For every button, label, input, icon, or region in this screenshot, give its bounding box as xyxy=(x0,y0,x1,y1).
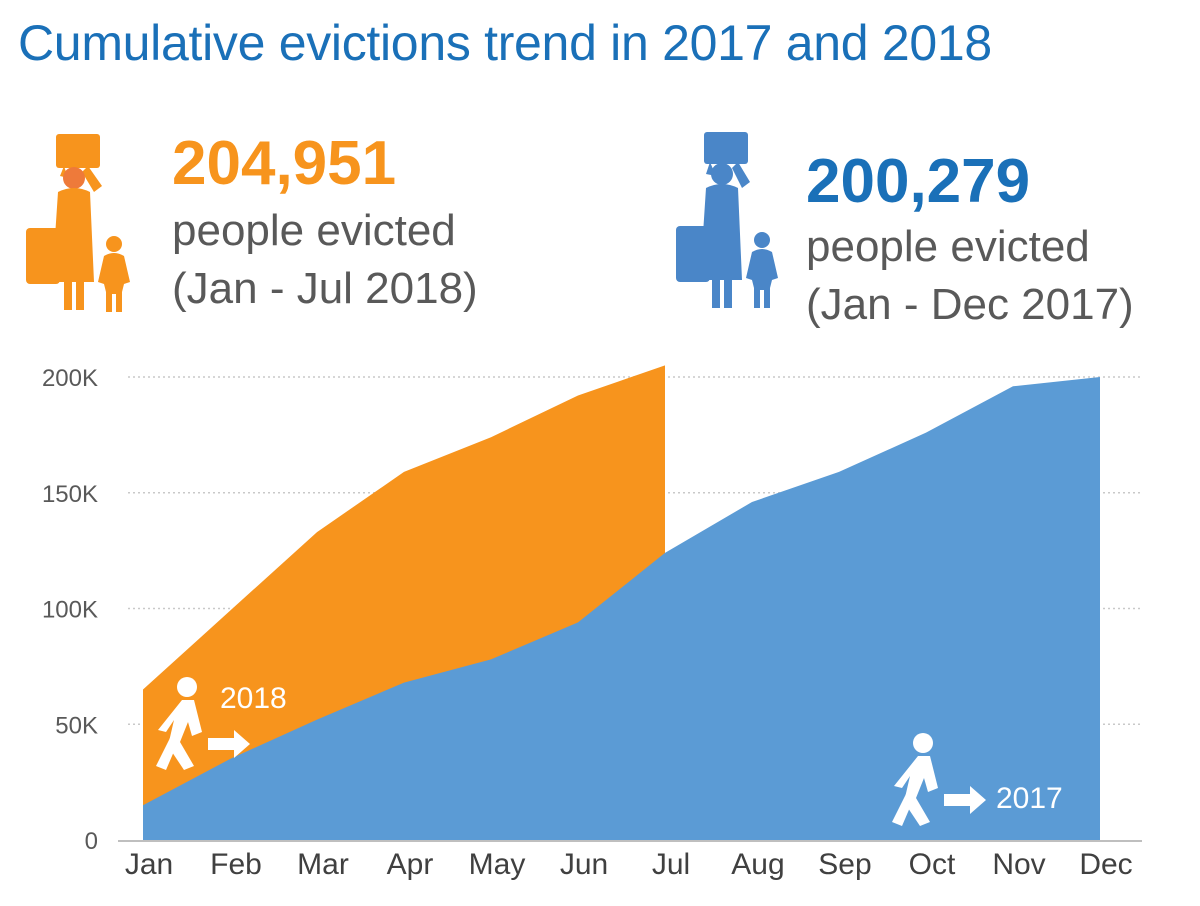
y-tick-labels: 0 50K 100K 150K 200K xyxy=(42,365,98,855)
series-area-2017 xyxy=(143,377,1100,840)
person-leg xyxy=(892,794,914,826)
series-year-label: 2017 xyxy=(996,782,1063,815)
series-year-label: 2018 xyxy=(220,682,287,715)
series-annotations: 2018 2017 xyxy=(156,677,1063,826)
y-tick-label: 150K xyxy=(42,481,98,508)
stat-2017-label: people evicted xyxy=(806,222,1090,271)
y-tick-label: 50K xyxy=(55,712,98,739)
walking-person-icon xyxy=(892,733,986,826)
x-tick-label: May xyxy=(469,848,526,881)
stat-2017-period: (Jan - Dec 2017) xyxy=(806,280,1134,329)
evicted-family-2018-icon xyxy=(26,134,130,312)
x-tick-label: Sep xyxy=(818,848,871,881)
x-tick-label: Jan xyxy=(125,848,173,881)
x-tick-labels: Jan Feb Mar Apr May Jun Jul Aug Sep Oct Nov Dec xyxy=(125,848,1133,881)
chart-title: Cumulative evictions trend in 2017 and 2… xyxy=(18,15,992,71)
evicted-family-2017-icon xyxy=(676,132,778,308)
person-leg xyxy=(156,738,178,770)
stat-2018-label: people evicted xyxy=(172,206,456,255)
x-tick-label: Jun xyxy=(560,848,608,881)
x-tick-label: Oct xyxy=(909,848,956,881)
y-tick-label: 100K xyxy=(42,597,98,624)
stat-2018-value: 204,951 xyxy=(172,129,397,198)
walking-person-icon xyxy=(156,677,250,770)
x-tick-label: Feb xyxy=(210,848,262,881)
arrow-right-icon xyxy=(208,730,250,758)
x-tick-label: Nov xyxy=(992,848,1045,881)
x-tick-label: Mar xyxy=(297,848,349,881)
stat-2017-value: 200,279 xyxy=(806,147,1031,216)
person-body xyxy=(158,700,202,770)
series-areas xyxy=(142,365,1101,840)
person-head xyxy=(913,733,933,753)
y-tick-label: 200K xyxy=(42,365,98,392)
person-head xyxy=(177,677,197,697)
x-tick-label: Dec xyxy=(1079,848,1132,881)
x-tick-label: Apr xyxy=(387,848,434,881)
x-tick-label: Jul xyxy=(652,848,690,881)
x-tick-label: Aug xyxy=(731,848,784,881)
arrow-right-icon xyxy=(944,786,986,814)
person-body xyxy=(894,756,938,826)
stat-2018-period: (Jan - Jul 2018) xyxy=(172,264,478,313)
y-tick-label: 0 xyxy=(85,828,98,855)
